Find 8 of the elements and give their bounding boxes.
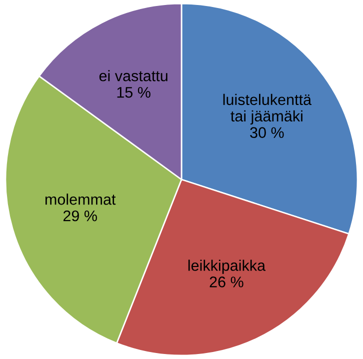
data-label: 30 % — [250, 127, 284, 138]
slice-label: molemmat — [45, 194, 116, 205]
data-label: 29 % — [63, 210, 97, 222]
data-label: 15 % — [117, 87, 150, 98]
slice-label: leikkipaikka — [188, 260, 266, 274]
slice-label: ei vastattu — [99, 70, 168, 82]
data-label: 26 % — [210, 276, 244, 288]
slice-label: luistelukenttä tai jäämäki — [223, 94, 312, 125]
